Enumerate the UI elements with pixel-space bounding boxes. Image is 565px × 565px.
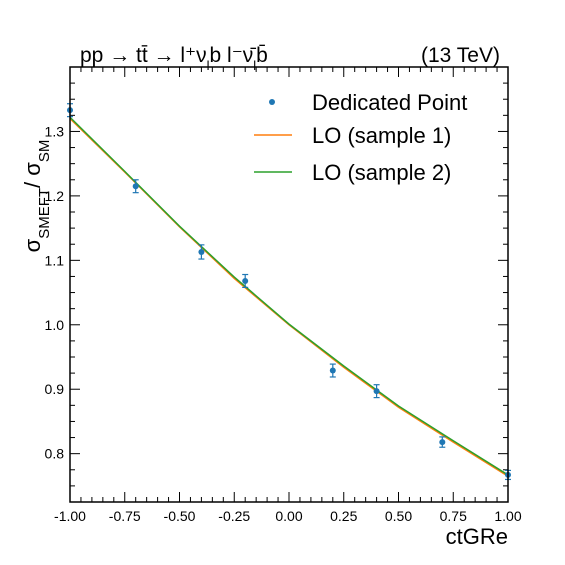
y-tick-label: 1.2 — [45, 188, 65, 204]
x-tick-label: 0.00 — [275, 508, 302, 524]
chart-title-left: pp → tt̄ → l⁺νlb l⁻ν̄lb̄ — [80, 44, 268, 73]
data-point — [329, 367, 336, 374]
chart-title-right: (13 TeV) — [421, 44, 500, 67]
data-point — [132, 183, 139, 190]
data-point — [373, 388, 380, 395]
x-tick-label: 1.00 — [494, 508, 521, 524]
legend: Dedicated Point LO (sample 1) LO (sample… — [254, 90, 467, 185]
x-tick-label: -1.00 — [54, 508, 86, 524]
legend-label-lo-sample-1: LO (sample 1) — [312, 123, 451, 148]
x-tick-label: -0.75 — [109, 508, 141, 524]
legend-label-dedicated-point: Dedicated Point — [312, 90, 467, 115]
y-tick-label: 1.0 — [45, 317, 65, 333]
y-tick-label: 0.8 — [45, 446, 65, 462]
x-tick-label: 0.50 — [385, 508, 412, 524]
x-tick-label: 0.75 — [440, 508, 467, 524]
plot-frame — [69, 66, 509, 503]
x-tick-label: -0.25 — [218, 508, 250, 524]
lines-layer — [69, 116, 509, 477]
x-tick-label: -0.50 — [164, 508, 196, 524]
data-point — [198, 248, 205, 255]
data-point — [439, 439, 446, 446]
ticks-layer: -1.00 -0.75 -0.50 -0.25 0.00 0.25 0.50 0.75 1.00… — [45, 67, 522, 524]
x-tick-label: 0.25 — [330, 508, 357, 524]
y-tick-label: 1.1 — [45, 252, 65, 268]
legend-label-lo-sample-2: LO (sample 2) — [312, 160, 451, 185]
y-tick-label: 0.9 — [45, 381, 65, 397]
y-tick-label: 1.3 — [45, 123, 65, 139]
series-line-lo-sample-2 — [69, 116, 509, 476]
legend-marker-dedicated-point — [269, 99, 275, 105]
y-axis-label: σSMEFT/ σSM — [20, 140, 53, 253]
x-axis-label: ctGRe — [446, 524, 508, 549]
data-point — [242, 277, 249, 284]
